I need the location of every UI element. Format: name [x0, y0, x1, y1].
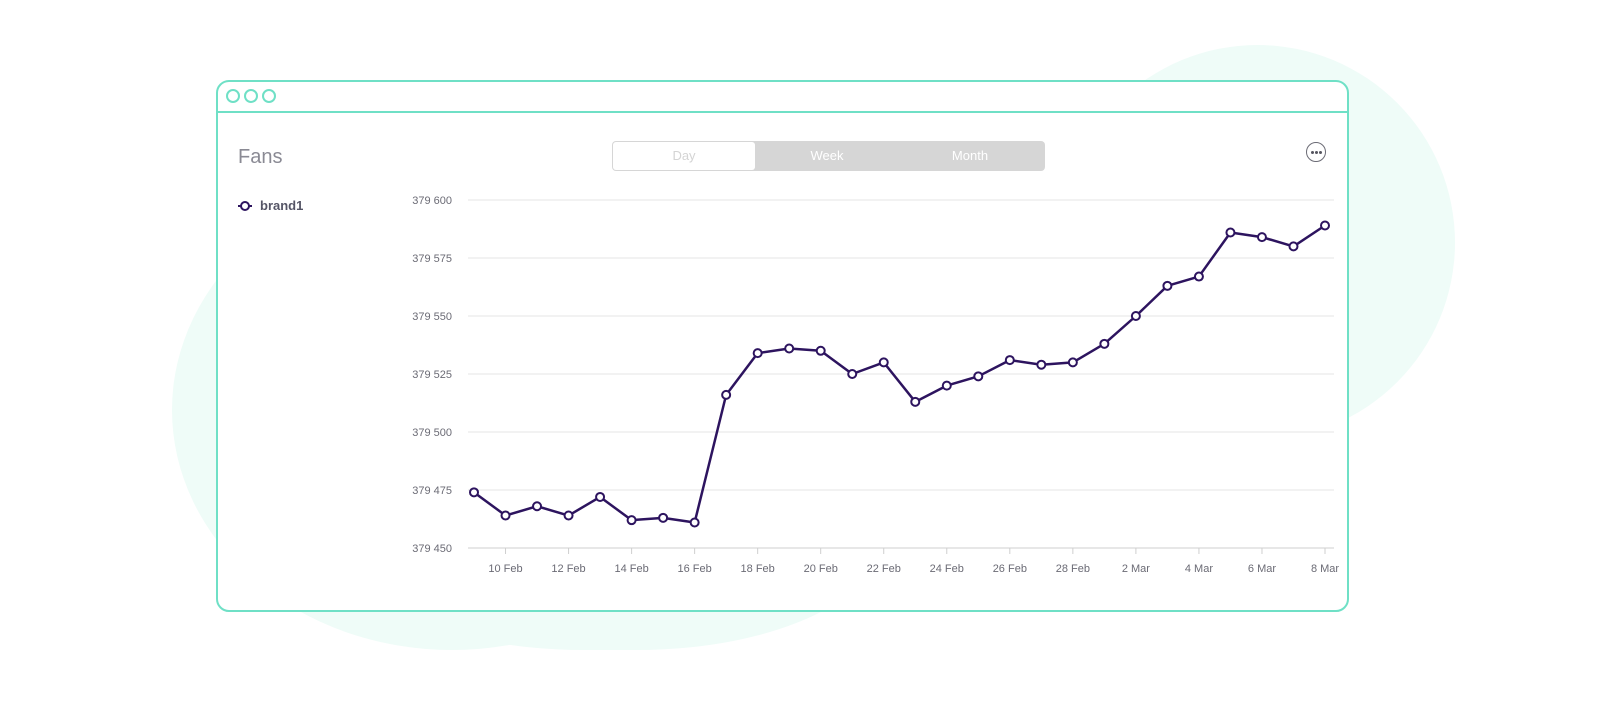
y-tick-label: 379 575	[412, 253, 452, 265]
data-point	[721, 389, 732, 400]
line-marker-icon	[238, 201, 252, 211]
x-tick-label: 26 Feb	[993, 563, 1027, 575]
data-point	[973, 371, 984, 382]
data-point	[1162, 280, 1173, 291]
data-point	[1225, 227, 1236, 238]
y-tick-label: 379 500	[412, 427, 452, 439]
data-point	[658, 512, 669, 523]
x-tick-label: 28 Feb	[1056, 563, 1090, 575]
x-tick-label: 18 Feb	[741, 563, 775, 575]
data-point	[595, 491, 606, 502]
data-point	[941, 380, 952, 391]
fans-line-chart: 379 600 379 575 379 550 379 525 379 500 379 4…	[412, 195, 1339, 575]
y-tick-label: 379 475	[412, 485, 452, 497]
panel-title: Fans	[238, 146, 283, 168]
data-point	[563, 510, 574, 521]
y-tick-label: 379 525	[412, 369, 452, 381]
x-tick-label: 8 Mar	[1311, 563, 1339, 575]
x-tick-label: 12 Feb	[551, 563, 585, 575]
y-tick-label: 379 550	[412, 311, 452, 323]
data-point	[500, 510, 511, 521]
data-point	[532, 501, 543, 512]
window-control-dot[interactable]	[262, 89, 276, 103]
data-point	[910, 396, 921, 407]
x-tick-label: 22 Feb	[867, 563, 901, 575]
tab-month[interactable]: Month	[951, 148, 989, 163]
data-point	[815, 345, 826, 356]
window-titlebar	[218, 82, 1347, 113]
x-tick-label: 14 Feb	[614, 563, 648, 575]
data-point	[1130, 311, 1141, 321]
window-control-dot[interactable]	[244, 89, 258, 103]
data-point	[847, 369, 858, 379]
x-tick-label: 20 Feb	[804, 563, 838, 575]
data-point	[1256, 232, 1267, 243]
data-point	[1004, 355, 1015, 366]
tab-week[interactable]: Week	[810, 148, 844, 163]
data-point	[469, 487, 479, 498]
x-tick-label: 16 Feb	[678, 563, 712, 575]
more-options-icon[interactable]	[1306, 142, 1326, 162]
x-tick-label: 10 Feb	[488, 563, 522, 575]
tab-day[interactable]: Day	[613, 142, 755, 170]
window-control-dot[interactable]	[226, 89, 240, 103]
data-point	[784, 343, 795, 354]
data-point	[626, 515, 637, 526]
data-point	[752, 348, 763, 359]
x-tick-label: 4 Mar	[1185, 563, 1213, 575]
y-tick-label: 379 600	[412, 195, 452, 207]
data-point	[1036, 359, 1047, 370]
data-point	[1193, 271, 1204, 282]
period-selector: Day Week Month	[612, 141, 1045, 171]
x-tick-label: 2 Mar	[1122, 563, 1150, 575]
y-tick-label: 379 450	[412, 543, 452, 555]
browser-window: Fans brand1 Day Week Month 379 600 379 57…	[216, 80, 1349, 612]
series-line-brand1	[473, 224, 1326, 524]
data-point	[689, 517, 700, 528]
legend-label: brand1	[260, 198, 304, 213]
x-tick-label: 24 Feb	[930, 563, 964, 575]
x-tick-label: 6 Mar	[1248, 563, 1276, 575]
data-point	[1288, 241, 1299, 252]
data-point	[1320, 220, 1330, 231]
data-point	[878, 357, 889, 368]
data-point	[1099, 338, 1110, 349]
data-point	[1067, 357, 1078, 368]
